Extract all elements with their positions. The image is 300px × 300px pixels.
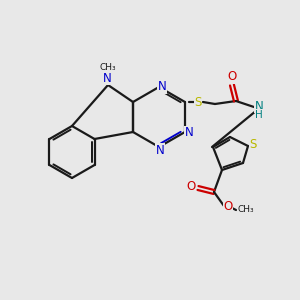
Text: N: N	[156, 143, 164, 157]
Text: CH₃: CH₃	[238, 206, 254, 214]
Text: N: N	[158, 80, 166, 94]
Text: O: O	[224, 200, 232, 214]
Text: CH₃: CH₃	[100, 62, 116, 71]
Text: O: O	[227, 70, 237, 83]
Text: N: N	[103, 71, 111, 85]
Text: H: H	[255, 110, 263, 120]
Text: S: S	[194, 95, 202, 109]
Text: N: N	[255, 100, 263, 112]
Text: N: N	[184, 127, 193, 140]
Text: S: S	[249, 139, 257, 152]
Text: O: O	[186, 181, 196, 194]
